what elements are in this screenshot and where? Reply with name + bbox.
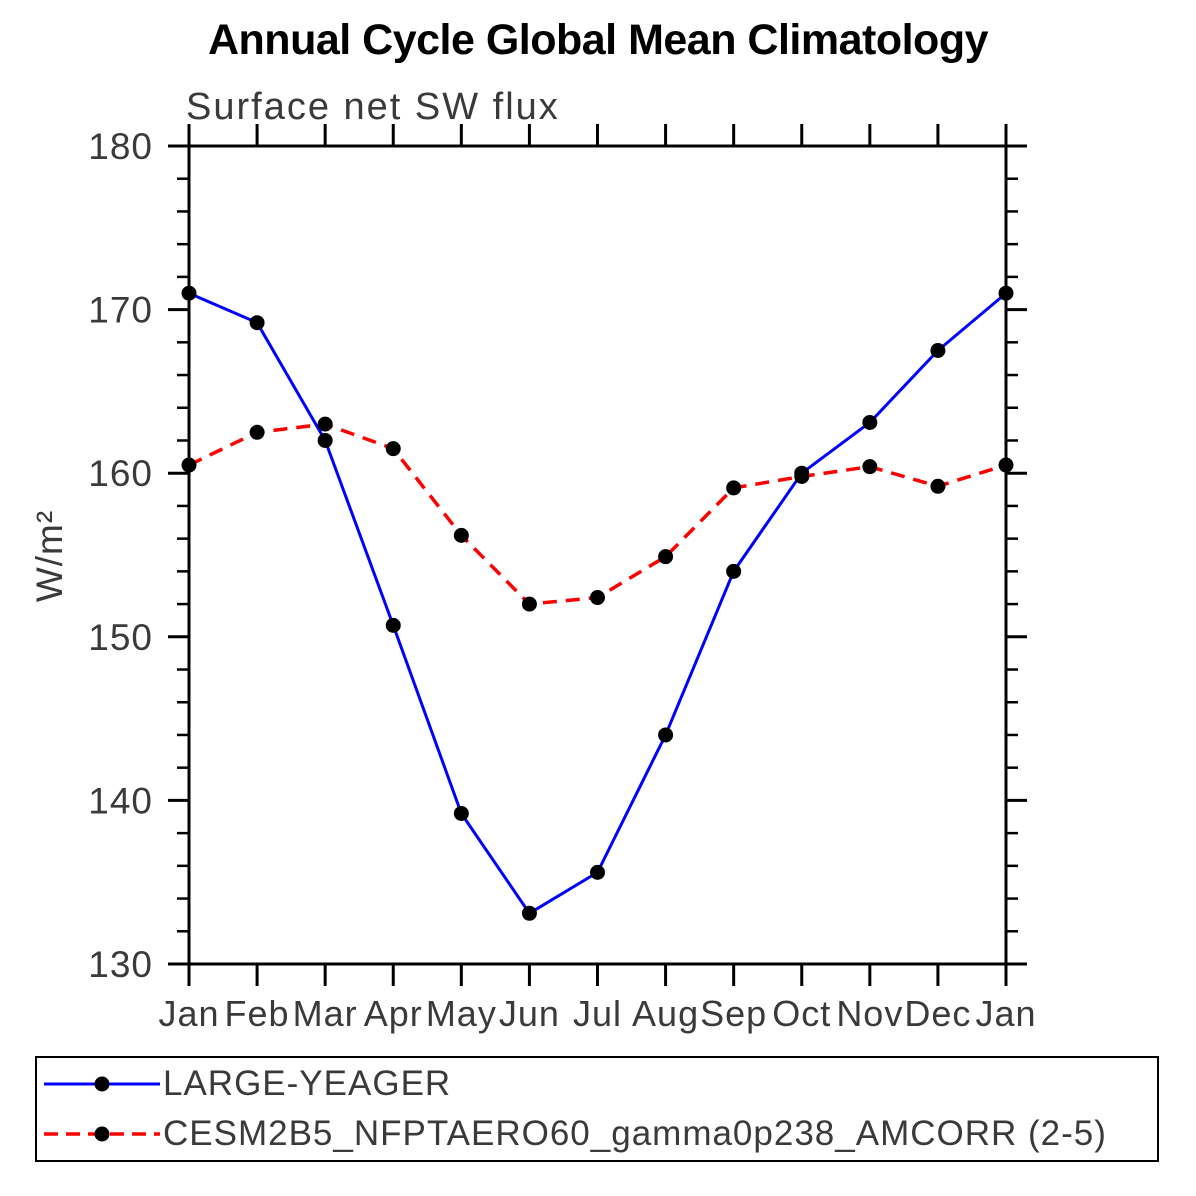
data-point-marker: [658, 549, 674, 565]
x-tick-label: Jan: [158, 993, 219, 1034]
x-tick-label: Jun: [499, 993, 560, 1034]
legend-marker-icon: [94, 1126, 110, 1142]
y-tick-label: 170: [88, 290, 153, 331]
legend-item-large-yeager: LARGE-YEAGER: [43, 1060, 1157, 1108]
y-axis-label: W/m²: [29, 510, 70, 602]
x-tick-label: Apr: [364, 993, 423, 1034]
data-point-marker: [726, 563, 742, 579]
legend-label: CESM2B5_NFPTAERO60_gamma0p238_AMCORR (2-…: [163, 1114, 1107, 1153]
data-point-marker: [317, 432, 333, 448]
data-point-marker: [181, 285, 197, 301]
data-point-marker: [385, 617, 401, 633]
legend-item-cesm2b5: CESM2B5_NFPTAERO60_gamma0p238_AMCORR (2-…: [43, 1110, 1157, 1158]
y-tick-label: 150: [88, 617, 153, 658]
y-tick-label: 180: [88, 126, 153, 167]
data-point-marker: [385, 441, 401, 457]
data-point-marker: [521, 905, 537, 921]
x-tick-label: Mar: [293, 993, 358, 1034]
x-tick-label: Jul: [573, 993, 622, 1034]
data-point-marker: [998, 457, 1014, 473]
x-tick-label: Aug: [632, 993, 699, 1034]
data-point-marker: [658, 727, 674, 743]
y-tick-label: 160: [88, 453, 153, 494]
data-point-marker: [181, 457, 197, 473]
data-point-marker: [726, 480, 742, 496]
data-point-marker: [453, 805, 469, 821]
chart-subtitle: Surface net SW flux: [186, 86, 560, 128]
series-line: [188, 422, 1007, 606]
data-point-marker: [317, 416, 333, 432]
data-point-marker: [590, 864, 605, 880]
series-large-yeager: [181, 285, 1014, 921]
x-tick-label: Oct: [772, 993, 831, 1034]
plot-frame: [187, 144, 1008, 966]
legend-label: LARGE-YEAGER: [163, 1064, 452, 1103]
data-point-marker: [862, 414, 878, 430]
y-tick-label: 140: [88, 780, 153, 821]
data-point-marker: [453, 527, 469, 543]
x-tick-label: Jan: [975, 993, 1036, 1034]
data-point-marker: [794, 468, 810, 484]
axes: Jan Feb Mar Apr May Jun Jul Aug Sep Oct Nov Dec Jan1…: [29, 124, 1036, 1034]
x-tick-label: May: [426, 993, 497, 1034]
data-point-marker: [930, 478, 946, 494]
series-cesm2b5: [181, 416, 1014, 612]
data-point-marker: [862, 459, 878, 475]
data-point-marker: [930, 343, 946, 358]
legend-marker-icon: [94, 1076, 110, 1092]
x-tick-label: Nov: [836, 993, 903, 1034]
legend-sample-solid-line: [44, 1076, 160, 1092]
data-point-marker: [590, 590, 605, 606]
legend-box: LARGE-YEAGER CESM2B5_NFPTAERO60_gamma0p2…: [35, 1056, 1159, 1162]
legend-sample-dashed-line: [44, 1126, 160, 1142]
data-point-marker: [998, 285, 1014, 301]
x-tick-label: Feb: [225, 993, 290, 1034]
y-tick-label: 130: [88, 944, 153, 985]
data-point-marker: [521, 596, 537, 612]
chart-title: Annual Cycle Global Mean Climatology: [207, 16, 989, 64]
x-tick-label: Sep: [700, 993, 767, 1034]
x-tick-label: Dec: [904, 993, 971, 1034]
data-point-marker: [249, 315, 265, 331]
data-point-marker: [249, 424, 265, 440]
